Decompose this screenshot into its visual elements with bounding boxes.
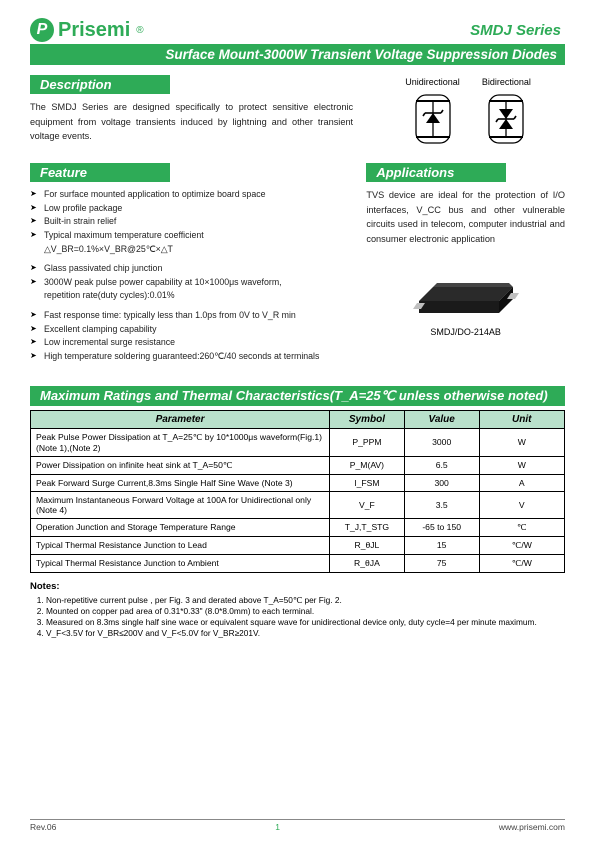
cell-parameter: Typical Thermal Resistance Junction to L… — [31, 536, 330, 554]
cell-symbol: I_FSM — [330, 474, 405, 491]
col-symbol: Symbol — [330, 410, 405, 428]
cell-symbol: R_θJL — [330, 536, 405, 554]
ratings-header: Maximum Ratings and Thermal Characterist… — [30, 386, 565, 406]
note-item: V_F<3.5V for V_BR≤200V and V_F<5.0V for … — [46, 628, 565, 639]
brand-logo: P Prisemi ® — [30, 18, 144, 42]
description-header: Description — [30, 75, 170, 94]
list-item: For surface mounted application to optim… — [30, 188, 348, 202]
cell-value: 75 — [404, 554, 479, 572]
cell-value: 6.5 — [404, 456, 479, 474]
table-row: Maximum Instantaneous Forward Voltage at… — [31, 491, 565, 518]
cell-unit: W — [479, 456, 564, 474]
cell-unit: ℃/W — [479, 554, 564, 572]
list-item: Typical maximum temperature coefficient — [30, 229, 348, 243]
feature-list-2: Glass passivated chip junction 3000W pea… — [30, 262, 348, 289]
cell-value: 300 — [404, 474, 479, 491]
cell-value: 3000 — [404, 428, 479, 456]
list-item: Built-in strain relief — [30, 215, 348, 229]
feature-list-3: Fast response time: typically less than … — [30, 309, 348, 364]
cell-symbol: P_M(AV) — [330, 456, 405, 474]
feature-header: Feature — [30, 163, 170, 182]
bidirectional-icon — [483, 91, 529, 147]
package-image — [411, 259, 521, 323]
cell-parameter: Typical Thermal Resistance Junction to A… — [31, 554, 330, 572]
table-row: Peak Forward Surge Current,8.3ms Single … — [31, 474, 565, 491]
cell-parameter: Peak Forward Surge Current,8.3ms Single … — [31, 474, 330, 491]
series-label: SMDJ Series — [470, 22, 561, 39]
cell-unit: A — [479, 474, 564, 491]
list-item: Low profile package — [30, 202, 348, 216]
cell-value: -65 to 150 — [404, 518, 479, 536]
list-item: 3000W peak pulse power capability at 10×… — [30, 276, 348, 290]
list-item: Low incremental surge resistance — [30, 336, 348, 350]
registered-mark: ® — [136, 25, 143, 36]
applications-header: Applications — [366, 163, 506, 182]
col-unit: Unit — [479, 410, 564, 428]
logo-mark: P — [30, 18, 54, 42]
cell-unit: V — [479, 491, 564, 518]
title-banner: Surface Mount-3000W Transient Voltage Su… — [30, 44, 565, 65]
cell-unit: ℃ — [479, 518, 564, 536]
list-item: Fast response time: typically less than … — [30, 309, 348, 323]
page-footer: Rev.06 1 www.prisemi.com — [30, 819, 565, 832]
footer-url: www.prisemi.com — [499, 822, 565, 832]
unidirectional-icon — [410, 91, 456, 147]
cell-unit: ℃/W — [479, 536, 564, 554]
feature-list: For surface mounted application to optim… — [30, 188, 348, 243]
rep-rate: repetition rate(duty cycles):0.01% — [30, 289, 348, 303]
notes-header: Notes: — [30, 581, 565, 592]
tc-formula: △V_BR=0.1%×V_BR@25℃×△T — [30, 243, 348, 257]
cell-symbol: R_θJA — [330, 554, 405, 572]
cell-symbol: T_J,T_STG — [330, 518, 405, 536]
cell-value: 3.5 — [404, 491, 479, 518]
note-item: Mounted on copper pad area of 0.31*0.33"… — [46, 606, 565, 617]
package-caption: SMDJ/DO-214AB — [366, 327, 565, 337]
brand-name: Prisemi — [58, 19, 130, 42]
applications-text: TVS device are ideal for the protection … — [366, 188, 565, 247]
bidirectional-label: Bidirectional — [482, 77, 531, 87]
cell-symbol: V_F — [330, 491, 405, 518]
table-row: Peak Pulse Power Dissipation at T_A=25℃ … — [31, 428, 565, 456]
description-text: The SMDJ Series are designed specificall… — [30, 100, 353, 144]
table-row: Power Dissipation on infinite heat sink … — [31, 456, 565, 474]
cell-symbol: P_PPM — [330, 428, 405, 456]
cell-parameter: Peak Pulse Power Dissipation at T_A=25℃ … — [31, 428, 330, 456]
cell-parameter: Maximum Instantaneous Forward Voltage at… — [31, 491, 330, 518]
list-item: Excellent clamping capability — [30, 323, 348, 337]
list-item: Glass passivated chip junction — [30, 262, 348, 276]
col-parameter: Parameter — [31, 410, 330, 428]
cell-parameter: Power Dissipation on infinite heat sink … — [31, 456, 330, 474]
table-row: Typical Thermal Resistance Junction to L… — [31, 536, 565, 554]
cell-parameter: Operation Junction and Storage Temperatu… — [31, 518, 330, 536]
table-row: Operation Junction and Storage Temperatu… — [31, 518, 565, 536]
table-row: Typical Thermal Resistance Junction to A… — [31, 554, 565, 572]
unidirectional-label: Unidirectional — [405, 77, 460, 87]
page-number: 1 — [275, 822, 280, 832]
note-item: Measured on 8.3ms single half sine wace … — [46, 617, 565, 628]
notes-list: Non-repetitive current pulse , per Fig. … — [46, 595, 565, 640]
rev-label: Rev.06 — [30, 822, 56, 832]
cell-unit: W — [479, 428, 564, 456]
cell-value: 15 — [404, 536, 479, 554]
schematic-symbols: Unidirectional Bidirectional — [371, 77, 565, 149]
col-value: Value — [404, 410, 479, 428]
list-item: High temperature soldering guaranteed:26… — [30, 350, 348, 364]
note-item: Non-repetitive current pulse , per Fig. … — [46, 595, 565, 606]
ratings-table: Parameter Symbol Value Unit Peak Pulse P… — [30, 410, 565, 573]
